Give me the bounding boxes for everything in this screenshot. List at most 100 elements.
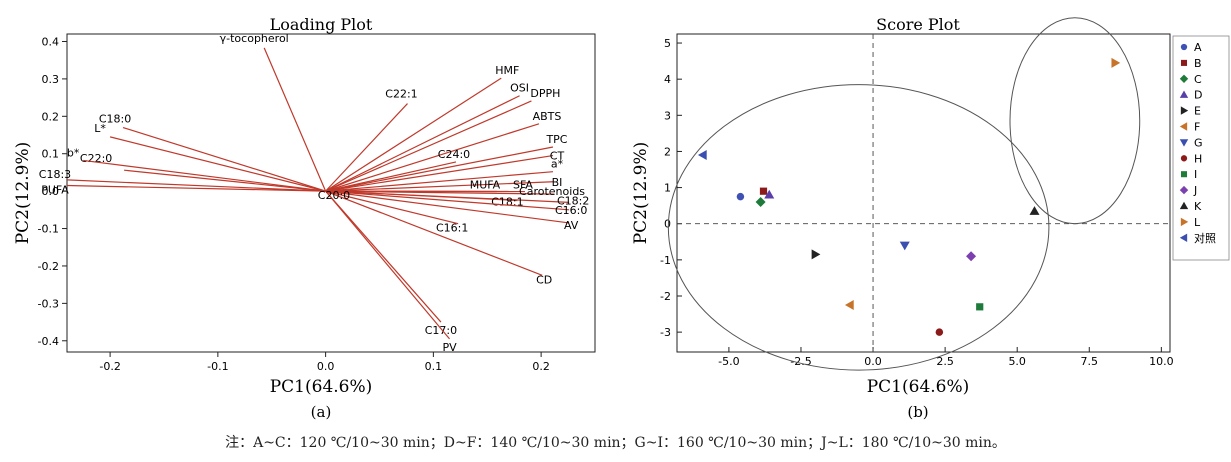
- score-plot-caption: (b): [907, 403, 928, 421]
- legend-marker: [1179, 74, 1189, 83]
- legend-label: D: [1194, 89, 1202, 102]
- y-tick-label: 5: [664, 37, 671, 50]
- legend-marker: [1180, 171, 1188, 178]
- score-point: [736, 192, 745, 201]
- legend-label: K: [1194, 200, 1202, 213]
- loading-vector-label: C18:2: [557, 194, 589, 207]
- loading-vector-label: C18:3: [39, 168, 71, 181]
- legend-label: L: [1194, 216, 1201, 229]
- loading-vector-label: PUFA: [41, 184, 69, 197]
- x-tick-label: 0.2: [532, 360, 550, 373]
- y-tick-label: 0.3: [42, 73, 60, 86]
- loading-vector-label: DPPH: [530, 87, 560, 100]
- x-tick-label: -0.1: [207, 360, 228, 373]
- loading-vector-label: AV: [564, 219, 579, 232]
- legend-label: I: [1194, 168, 1197, 181]
- loading-vector-line: [325, 146, 554, 192]
- loading-plot-axes: -0.2 -0.1 0.0 0.1 0.2 0.4 0.3 0.2 0.1 0.0 -0.1 -0.2…: [38, 35, 550, 373]
- x-tick-label: 2.5: [936, 355, 954, 368]
- loading-plot-panel: Loading Plot -0.2 -0.1 0.0 0.1 0.2 0.4 0.3 0.2 0…: [13, 15, 596, 421]
- legend-marker: [1179, 122, 1188, 131]
- score-plot-ellipses: [667, 17, 1141, 371]
- figure-footnote: 注：A~C：120 ℃/10~30 min；D~F：140 ℃/10~30 mi…: [225, 435, 1006, 451]
- legend-label: H: [1194, 152, 1202, 165]
- y-tick-label: -3: [660, 326, 671, 339]
- loading-vector-line: [325, 103, 408, 192]
- loading-vector-line: [325, 190, 543, 276]
- score-plot-title: Score Plot: [876, 15, 960, 34]
- score-plot-panel: Score Plot -5.0 -2.5 0.0 2.5 5.0 7.5 10.054321…: [631, 15, 1230, 421]
- x-tick-label: 0.0: [317, 360, 335, 373]
- legend-marker: [1179, 201, 1189, 210]
- loading-vectors: γ-tocopherol HMF C22:1 OSI DPPH ABTS TPC CT C24:…: [39, 32, 590, 354]
- legend-label: B: [1194, 57, 1202, 70]
- score-plot-frame: [676, 33, 1171, 353]
- legend-marker: [1179, 90, 1189, 98]
- loading-vector-line: [325, 190, 518, 202]
- loading-vector-label: HMF: [495, 64, 519, 77]
- loading-vector-label: C17:0: [425, 324, 457, 337]
- score-plot-reference-lines: [677, 34, 1170, 352]
- y-tick-label: -0.3: [38, 297, 59, 310]
- loading-vector-line: [325, 123, 540, 192]
- y-tick-label: 0: [664, 218, 671, 231]
- x-tick-label: 7.5: [1081, 355, 1099, 368]
- loading-vector-label: b*: [67, 146, 80, 159]
- loading-vector-line: [325, 190, 332, 195]
- loading-vector-line: [325, 181, 554, 192]
- loading-vector-line: [325, 190, 555, 195]
- loading-vector-line: [122, 126, 326, 192]
- loading-vector-label: C22:1: [385, 88, 417, 101]
- loading-vector-line: [109, 136, 326, 192]
- x-tick-label: 10.0: [1149, 355, 1174, 368]
- y-tick-label: -2: [660, 290, 671, 303]
- loading-vector-label: a*: [551, 158, 564, 171]
- score-point: [1111, 57, 1121, 68]
- loading-vector-label: MUFA: [470, 179, 501, 192]
- legend-marker: [1179, 185, 1189, 195]
- loading-vector-label: C16:1: [436, 222, 468, 235]
- loading-plot-frame: [66, 33, 596, 353]
- y-tick-label: 2: [664, 145, 671, 158]
- loading-vector-label: C24:0: [438, 148, 470, 161]
- loading-vector-line: [263, 47, 327, 192]
- y-tick-label: -0.2: [38, 260, 59, 273]
- loading-vector-label: TPC: [545, 133, 567, 146]
- y-tick-label: 4: [664, 73, 671, 86]
- loading-vector-label: Carotenoids: [519, 185, 585, 198]
- legend-label: A: [1194, 41, 1202, 54]
- legend-marker: [1180, 155, 1188, 162]
- loading-vector-label: γ-tocopherol: [220, 32, 289, 45]
- loading-vector-line: [66, 184, 326, 192]
- y-tick-label: 0.2: [42, 110, 60, 123]
- loading-vector-label: C22:0: [80, 152, 112, 165]
- score-plot-xlabel: PC1(64.6%): [867, 377, 970, 397]
- loading-vector-label: C18:0: [99, 113, 131, 126]
- y-tick-label: -0.1: [38, 223, 59, 236]
- loading-vector-line: [325, 190, 459, 225]
- loading-vector-line: [325, 154, 554, 192]
- legend-marker: [1179, 139, 1189, 147]
- loading-vector-label: ABTS: [533, 110, 562, 123]
- loading-plot-ylabel: PC2(12.9%): [13, 142, 33, 245]
- legend-label: J: [1193, 184, 1197, 197]
- legend-label: C: [1194, 73, 1202, 86]
- loading-plot-caption: (a): [311, 403, 332, 421]
- loading-plot-title: Loading Plot: [270, 15, 373, 34]
- loading-vector-label: SFA: [513, 179, 533, 192]
- loading-vector-line: [66, 179, 326, 192]
- y-tick-label: -1: [660, 254, 671, 267]
- loading-vector-line: [325, 77, 502, 192]
- legend-label: E: [1194, 105, 1201, 118]
- score-point: [966, 251, 977, 262]
- loading-plot-xlabel: PC1(64.6%): [270, 377, 373, 397]
- confidence-ellipse: [1009, 17, 1141, 225]
- loading-vector-line: [325, 190, 570, 224]
- score-point: [697, 150, 707, 161]
- score-point: [935, 328, 944, 336]
- legend-label: 对照: [1194, 231, 1216, 245]
- score-point: [1029, 206, 1040, 215]
